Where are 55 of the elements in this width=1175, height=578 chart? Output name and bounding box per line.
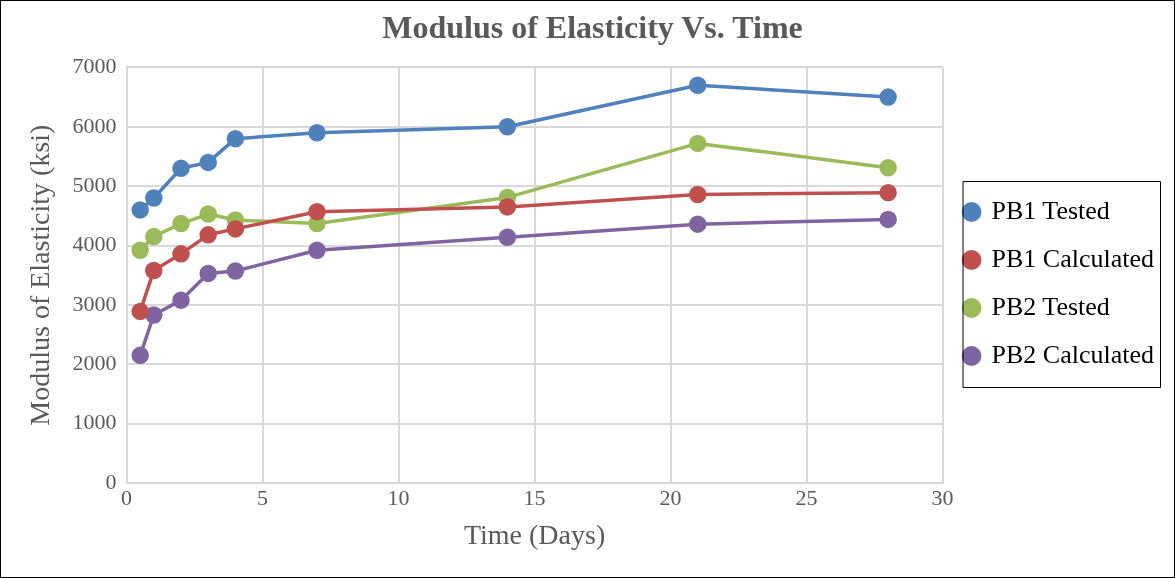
point: [498, 228, 517, 246]
y-tick-label: 2000: [72, 350, 117, 376]
legend-label: PB2 Tested: [991, 291, 1110, 321]
point: [172, 291, 190, 309]
point: [172, 214, 190, 233]
x-axis-title: Time (Days): [463, 518, 606, 550]
point: [689, 185, 707, 204]
x-tick-label: 25: [795, 484, 818, 510]
point: [689, 134, 707, 153]
y-tick-label: 1000: [72, 409, 117, 435]
legend-label: PB2 Calculated: [991, 339, 1155, 369]
point: [131, 201, 149, 219]
legend-label: PB1 Tested: [991, 195, 1110, 225]
point: [145, 189, 163, 207]
x-tick-label: 5: [257, 484, 269, 510]
point: [199, 153, 217, 172]
point: [145, 306, 163, 324]
point: [879, 158, 897, 177]
point: [145, 227, 163, 246]
y-tick-label: 4000: [72, 231, 117, 257]
point: [172, 245, 190, 263]
x-tick-label: 10: [387, 484, 410, 510]
y-tick-label: 5000: [72, 171, 117, 197]
point: [879, 210, 897, 229]
point: [145, 261, 163, 280]
point: [131, 241, 149, 260]
y-tick-label: 7000: [72, 53, 117, 79]
point: [308, 241, 326, 260]
point: [689, 76, 707, 94]
chart-title: Modulus of Elasticity Vs. Time: [382, 9, 803, 46]
x-tick-label: 15: [523, 484, 546, 510]
y-tick-label: 3000: [72, 290, 117, 316]
point: [226, 220, 245, 238]
point: [199, 264, 217, 283]
point: [131, 302, 149, 321]
legend-label: PB1 Calculated: [991, 243, 1155, 273]
point: [308, 202, 326, 221]
point: [199, 226, 217, 244]
point: [308, 123, 326, 142]
y-tick-label: 0: [105, 468, 117, 494]
point: [226, 262, 245, 280]
x-tick-label: 0: [121, 484, 133, 510]
y-tick-label: 6000: [72, 112, 117, 138]
point: [498, 118, 517, 136]
point: [131, 346, 149, 365]
y-axis-title: Modulus of Elasticity (ksi): [24, 124, 56, 426]
point: [172, 159, 190, 178]
point: [226, 129, 245, 148]
point: [199, 205, 217, 223]
x-tick-label: 30: [931, 484, 954, 510]
x-tick-label: 20: [659, 484, 682, 510]
point: [689, 215, 707, 233]
point: [879, 183, 897, 202]
point: [498, 198, 517, 216]
point: [879, 88, 897, 106]
